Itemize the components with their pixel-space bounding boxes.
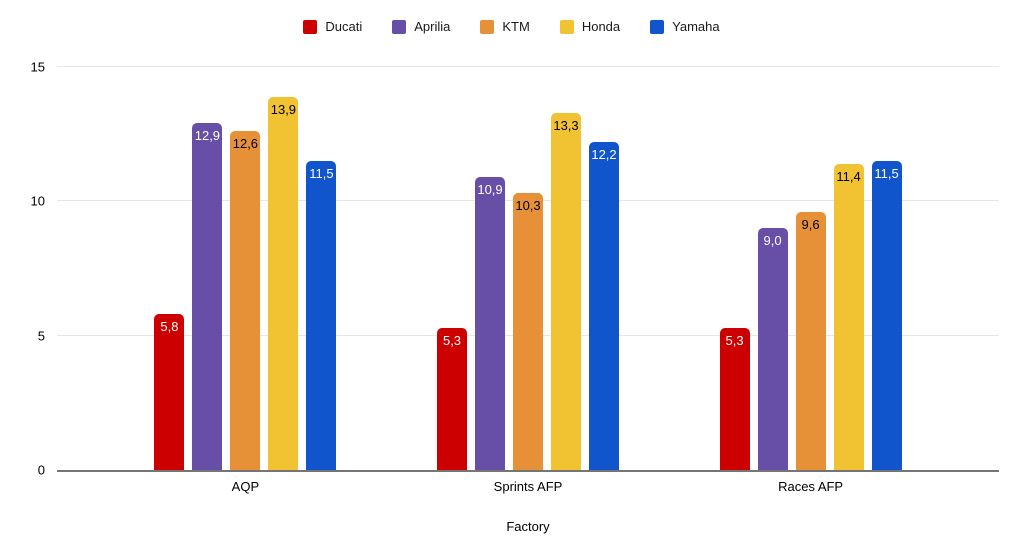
x-category-label-races-afp: Races AFP xyxy=(778,479,844,494)
legend-swatch xyxy=(650,20,665,34)
plot-area: 5,8 12,9 12,6 13,9 11,5 5,3 10,9 10,3 13,3 12,2 5,… xyxy=(57,66,999,472)
y-tick-label-15: 15 xyxy=(30,59,45,75)
bar-ktm-aqp: 12,6 xyxy=(230,131,261,470)
y-tick-label-5: 5 xyxy=(37,328,45,344)
bar-value-label: 12,6 xyxy=(232,136,259,152)
bar-value-label: 12,9 xyxy=(194,128,221,144)
bar-ktm-races-afp: 9,6 xyxy=(795,212,826,470)
bar-value-label: 5,8 xyxy=(160,319,179,335)
x-category-label-sprints-afp: Sprints AFP xyxy=(493,479,563,494)
bar-ducati-aqp: 5,8 xyxy=(154,314,185,470)
bar-value-label: 11,5 xyxy=(309,166,334,182)
bar-group-sprints-afp: 5,3 10,9 10,3 13,3 12,2 xyxy=(437,67,619,470)
bar-honda-sprints-afp: 13,3 xyxy=(551,112,581,470)
legend-swatch xyxy=(559,20,574,34)
legend-swatch xyxy=(392,20,407,34)
bar-ducati-races-afp: 5,3 xyxy=(719,327,750,470)
legend-label: KTM xyxy=(502,19,530,34)
gridline-15 xyxy=(57,66,999,67)
bar-honda-aqp: 13,9 xyxy=(268,96,299,470)
legend-label: Honda xyxy=(581,19,621,34)
bar-ktm-sprints-afp: 10,3 xyxy=(513,193,543,470)
bar-value-label: 11,5 xyxy=(874,166,899,182)
bar-aprilia-sprints-afp: 10,9 xyxy=(475,177,505,470)
bar-value-label: 10,3 xyxy=(515,198,541,214)
bar-value-label: 13,3 xyxy=(553,117,579,133)
bar-value-label: 11,4 xyxy=(836,168,861,184)
legend-label: Yamaha xyxy=(672,19,720,34)
legend-item-aprilia: Aprilia xyxy=(392,20,450,34)
y-tick-label-10: 10 xyxy=(30,193,45,209)
bar-value-label: 5,3 xyxy=(442,332,462,348)
bar-yamaha-sprints-afp: 12,2 xyxy=(589,142,619,470)
bar-value-label: 5,3 xyxy=(725,332,744,348)
x-axis-title: Factory xyxy=(506,519,550,534)
bar-aprilia-aqp: 12,9 xyxy=(192,123,223,470)
x-category-label-aqp: AQP xyxy=(231,479,260,494)
bar-yamaha-aqp: 11,5 xyxy=(306,161,337,470)
bar-yamaha-races-afp: 11,5 xyxy=(871,161,902,470)
chart-legend: Ducati Aprilia KTM Honda Yamaha xyxy=(0,20,1023,34)
bar-group-races-afp: 5,3 9,0 9,6 11,4 11,5 xyxy=(719,67,902,470)
y-tick-label-0: 0 xyxy=(37,462,45,478)
legend-swatch xyxy=(303,20,318,34)
bar-value-label: 13,9 xyxy=(270,101,297,117)
bar-honda-races-afp: 11,4 xyxy=(833,163,864,470)
bar-value-label: 9,6 xyxy=(801,217,820,233)
bar-aprilia-races-afp: 9,0 xyxy=(757,228,788,470)
legend-item-yamaha: Yamaha xyxy=(650,19,720,34)
bar-group-aqp: 5,8 12,9 12,6 13,9 11,5 xyxy=(154,67,337,470)
bar-ducati-sprints-afp: 5,3 xyxy=(437,327,467,470)
legend-item-ktm: KTM xyxy=(480,19,530,34)
bar-value-label: 12,2 xyxy=(591,147,617,163)
legend-item-honda: Honda xyxy=(559,19,621,34)
bar-value-label: 9,0 xyxy=(763,233,782,249)
legend-label: Aprilia xyxy=(414,19,451,34)
legend-item-ducati: Ducati xyxy=(303,20,362,34)
legend-swatch xyxy=(480,20,495,34)
bar-value-label: 10,9 xyxy=(477,182,503,198)
legend-label: Ducati xyxy=(325,19,363,34)
